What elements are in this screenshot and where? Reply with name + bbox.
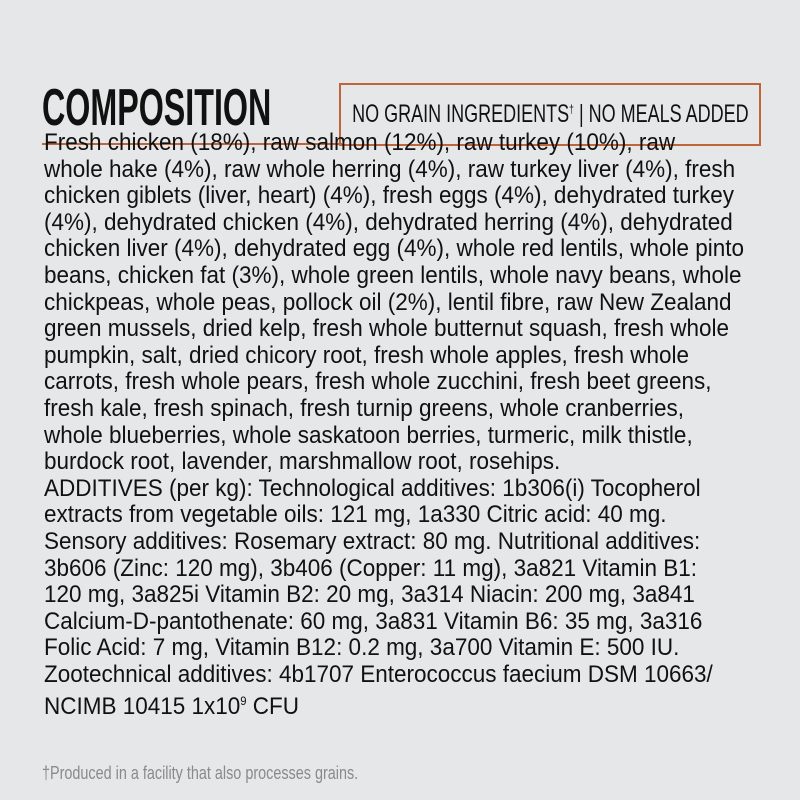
- cfu-exponent: 9: [240, 694, 247, 709]
- composition-line: 120 mg, 3a825i Vitamin B2: 20 mg, 3a314 …: [44, 581, 695, 609]
- composition-line: ADDITIVES (per kg): Technological additi…: [44, 474, 701, 502]
- composition-line: extracts from vegetable oils: 121 mg, 1a…: [44, 501, 667, 529]
- composition-line: chicken liver (4%), dehydrated egg (4%),…: [44, 235, 744, 263]
- claims-badge: NO GRAIN INGREDIENTS† | NO MEALS ADDED: [339, 83, 761, 146]
- composition-line: whole blueberries, whole saskatoon berri…: [44, 421, 693, 449]
- composition-line: carrots, fresh whole pears, fresh whole …: [44, 368, 712, 396]
- composition-line: beans, chicken fat (3%), whole green len…: [44, 261, 742, 289]
- cfu-unit: CFU: [246, 693, 300, 721]
- composition-line: pumpkin, salt, dried chicory root, fresh…: [44, 341, 689, 369]
- composition-line: Sensory additives: Rosemary extract: 80 …: [44, 527, 701, 555]
- composition-text: Fresh chicken (18%), raw salmon (12%), r…: [44, 129, 791, 721]
- composition-line: Fresh chicken (18%), raw salmon (12%), r…: [44, 129, 676, 156]
- claims-badge-text: NO GRAIN INGREDIENTS† | NO MEALS ADDED: [352, 100, 749, 129]
- composition-line: whole hake (4%), raw whole herring (4%),…: [44, 155, 736, 183]
- composition-line: chickpeas, whole peas, pollock oil (2%),…: [44, 288, 732, 316]
- composition-line: green mussels, dried kelp, fresh whole b…: [44, 315, 730, 343]
- no-grain-claim: NO GRAIN INGREDIENTS: [351, 100, 569, 128]
- composition-line: fresh kale, fresh spinach, fresh turnip …: [44, 394, 685, 422]
- title-underline: [42, 143, 342, 145]
- composition-line: Calcium-D-pantothenate: 60 mg, 3a831 Vit…: [44, 607, 703, 635]
- composition-line: Zootechnical additives: 4b1707 Enterococ…: [44, 660, 713, 688]
- no-meals-claim: | NO MEALS ADDED: [573, 100, 749, 128]
- composition-line: NCIMB 10415 1x109 CFU: [44, 688, 744, 721]
- composition-line: Folic Acid: 7 mg, Vitamin B12: 0.2 mg, 3…: [44, 634, 680, 662]
- composition-line: chicken giblets (liver, heart) (4%), fre…: [44, 182, 734, 210]
- cfu-text: NCIMB 10415 1x10: [44, 693, 241, 721]
- dagger-mark: †: [568, 102, 574, 116]
- composition-line: (4%), dehydrated chicken (4%), dehydrate…: [44, 208, 733, 236]
- composition-line: 3b606 (Zinc: 120 mg), 3b406 (Copper: 11 …: [44, 554, 697, 582]
- footnote: †Produced in a facility that also proces…: [42, 763, 359, 783]
- composition-line: burdock root, lavender, marshmallow root…: [44, 448, 561, 476]
- page-title: COMPOSITION: [42, 79, 272, 137]
